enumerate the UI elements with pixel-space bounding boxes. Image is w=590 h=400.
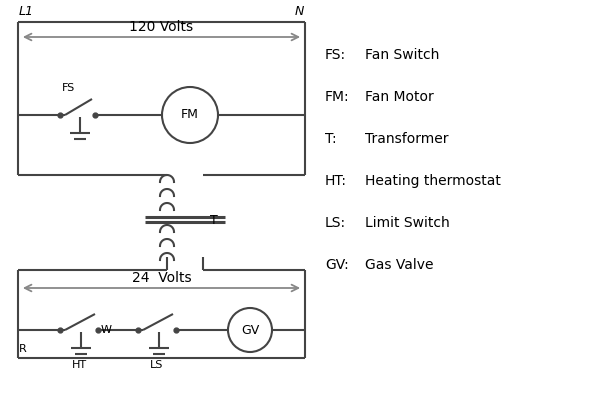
Text: Transformer: Transformer: [365, 132, 448, 146]
Text: HT: HT: [71, 360, 87, 370]
Text: FS: FS: [62, 83, 76, 93]
Text: FS:: FS:: [325, 48, 346, 62]
Text: HT:: HT:: [325, 174, 347, 188]
Text: R: R: [19, 344, 27, 354]
Text: W: W: [101, 325, 112, 335]
Text: Heating thermostat: Heating thermostat: [365, 174, 501, 188]
Text: GV:: GV:: [325, 258, 349, 272]
Text: T:: T:: [325, 132, 337, 146]
Text: 120 Volts: 120 Volts: [129, 20, 194, 34]
Text: Gas Valve: Gas Valve: [365, 258, 434, 272]
Text: N: N: [294, 5, 304, 18]
Text: FM: FM: [181, 108, 199, 122]
Text: T: T: [210, 214, 218, 226]
Text: 24  Volts: 24 Volts: [132, 271, 191, 285]
Text: GV: GV: [241, 324, 259, 336]
Text: LS:: LS:: [325, 216, 346, 230]
Text: LS: LS: [150, 360, 163, 370]
Text: Fan Motor: Fan Motor: [365, 90, 434, 104]
Text: Limit Switch: Limit Switch: [365, 216, 450, 230]
Text: FM:: FM:: [325, 90, 350, 104]
Text: Fan Switch: Fan Switch: [365, 48, 440, 62]
Text: L1: L1: [19, 5, 34, 18]
